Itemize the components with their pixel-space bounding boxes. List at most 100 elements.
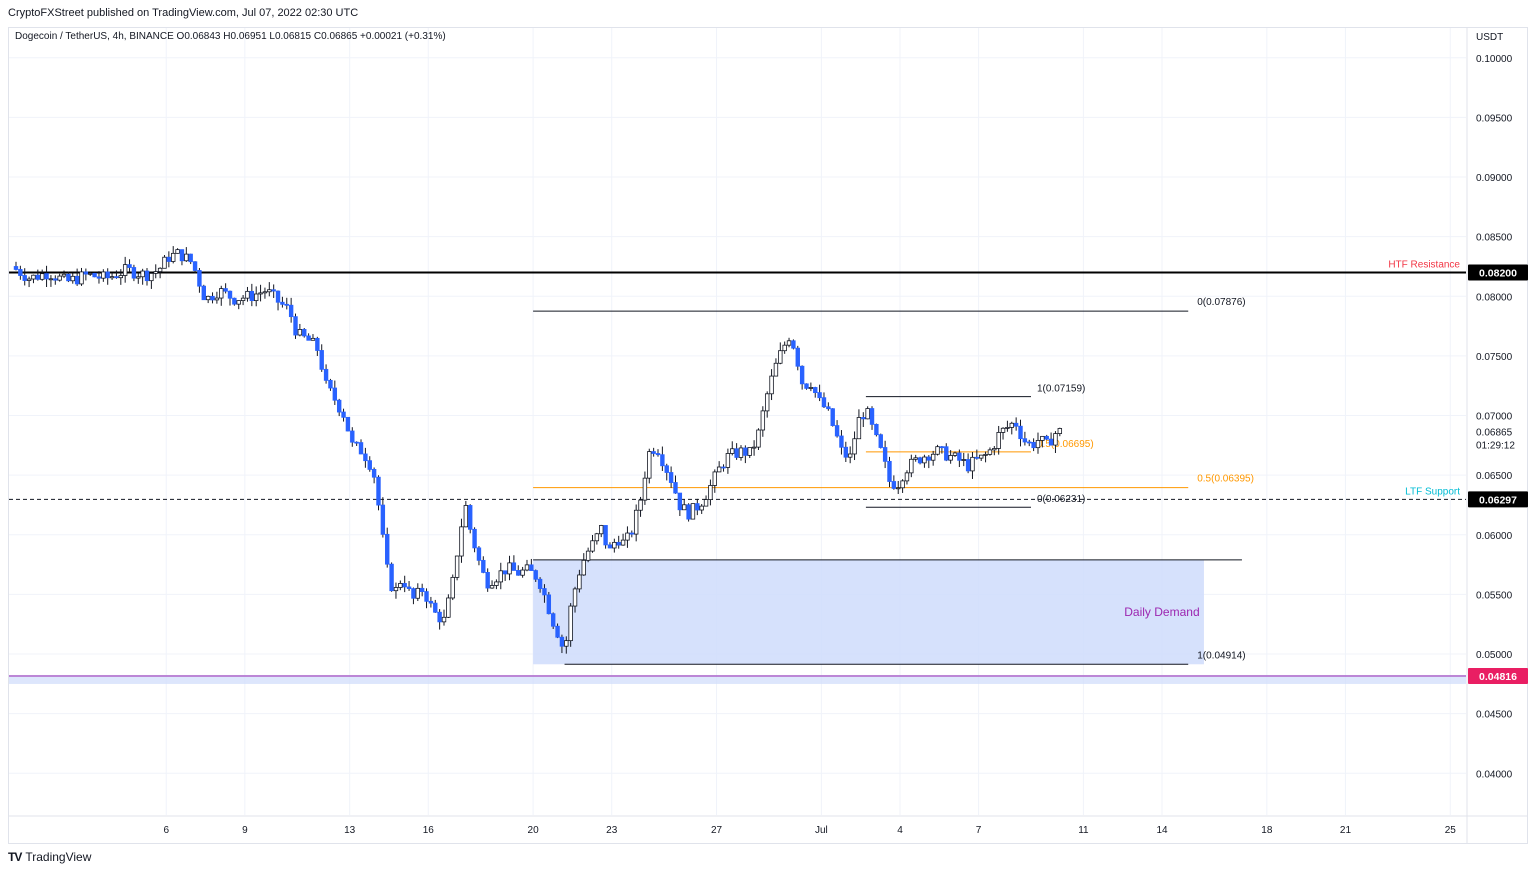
candle-body: [398, 583, 403, 588]
last-price-label: 0.06865: [1476, 428, 1513, 439]
candle-body: [476, 547, 482, 561]
candle-body: [35, 274, 41, 280]
candle-body: [590, 540, 595, 552]
candle-body: [930, 453, 936, 461]
fib-major-label: 0(0.07876): [1197, 297, 1245, 308]
candle-body: [1000, 427, 1006, 433]
candle-body: [716, 466, 722, 473]
candle-body: [236, 300, 241, 305]
candle-body: [861, 417, 866, 420]
candle-body: [245, 290, 250, 299]
candle-body: [323, 368, 329, 381]
y-tick-label: 0.06000: [1476, 531, 1513, 542]
candle-body: [188, 253, 193, 263]
x-tick-label: 27: [711, 825, 723, 836]
candle-body: [791, 340, 796, 349]
candle-body: [175, 249, 180, 254]
candle-body: [267, 289, 272, 293]
candle-body: [79, 271, 84, 285]
candle-body: [751, 446, 757, 449]
candle-body: [1053, 433, 1058, 446]
countdown-label: 01:29:12: [1476, 441, 1515, 452]
candle-body: [782, 344, 787, 352]
candle-body: [904, 472, 910, 482]
candle-body: [380, 504, 386, 535]
candle-body: [280, 301, 285, 305]
candle-body: [319, 350, 324, 370]
y-tick-label: 0.07000: [1476, 412, 1513, 423]
candle-body: [668, 472, 674, 483]
x-tick-label: 21: [1340, 825, 1352, 836]
x-tick-label: 18: [1261, 825, 1273, 836]
candle-body: [952, 452, 958, 456]
candle-body: [485, 572, 490, 589]
candle-body: [389, 563, 394, 592]
candle-body: [520, 569, 525, 576]
candle-body: [677, 492, 683, 511]
candle-body: [498, 570, 503, 583]
y-tick-label: 0.05500: [1476, 590, 1513, 601]
candle-body: [144, 270, 150, 282]
candle-body: [463, 505, 469, 528]
candle-body: [900, 480, 905, 489]
x-tick-label: 20: [528, 825, 540, 836]
candle-body: [297, 329, 303, 336]
demand-zone: [533, 559, 1204, 665]
candle-body: [450, 576, 455, 599]
candle-body: [594, 533, 600, 542]
low-price-badge-bg: [1468, 667, 1528, 684]
tradingview-brand[interactable]: TV TradingView: [8, 850, 91, 864]
candle-body: [808, 387, 814, 389]
candle-body: [376, 476, 381, 506]
candle-body: [109, 276, 115, 279]
candle-body: [406, 586, 412, 590]
candle-body: [419, 587, 425, 592]
candle-body: [839, 435, 844, 448]
y-tick-label: 0.08000: [1476, 292, 1513, 303]
candle-body: [830, 408, 835, 426]
x-tick-label: 25: [1445, 825, 1457, 836]
candle-body: [607, 544, 613, 549]
candle-body: [74, 275, 80, 285]
candle-body: [612, 541, 617, 549]
ltf-price-badge-bg: [1468, 491, 1528, 508]
y-tick-label: 0.09000: [1476, 173, 1513, 184]
candle-body: [786, 340, 792, 346]
candle-body: [642, 477, 648, 501]
x-tick-label: 11: [1078, 825, 1089, 836]
candle-body: [424, 591, 429, 602]
y-tick-label: 0.05000: [1476, 650, 1513, 661]
candle-body: [974, 456, 980, 459]
low-price-badge: 0.04816: [1479, 671, 1517, 683]
candle-body: [917, 457, 923, 464]
candle-body: [651, 451, 656, 454]
candle-body: [254, 293, 259, 302]
candle-body: [799, 365, 805, 385]
candle-body: [131, 267, 137, 279]
candle-body: [948, 455, 953, 461]
x-tick-label: 23: [606, 825, 618, 836]
publisher-line: CryptoFXStreet published on TradingView.…: [8, 7, 359, 19]
candle-body: [537, 578, 543, 589]
candle-body: [26, 278, 32, 281]
candle-body: [184, 253, 189, 262]
candle-body: [577, 574, 582, 590]
candle-body: [734, 448, 739, 458]
candle-body: [489, 585, 495, 589]
candle-body: [13, 266, 19, 270]
candle-body: [747, 447, 752, 456]
candle-body: [625, 532, 630, 541]
candle-body: [1018, 425, 1023, 440]
candle-body: [258, 292, 263, 295]
candle-body: [769, 375, 774, 395]
candle-body: [620, 539, 626, 546]
candle-body: [847, 453, 853, 458]
candle-body: [533, 570, 538, 580]
y-tick-label: 0.04500: [1476, 710, 1513, 721]
fib-minor-label: 1(0.07159): [1037, 384, 1085, 395]
htf-resistance-label: HTF Resistance: [1388, 259, 1460, 270]
y-tick-label: 0.07500: [1476, 352, 1513, 363]
range-low-band: [9, 674, 1466, 684]
candle-body: [22, 275, 27, 281]
